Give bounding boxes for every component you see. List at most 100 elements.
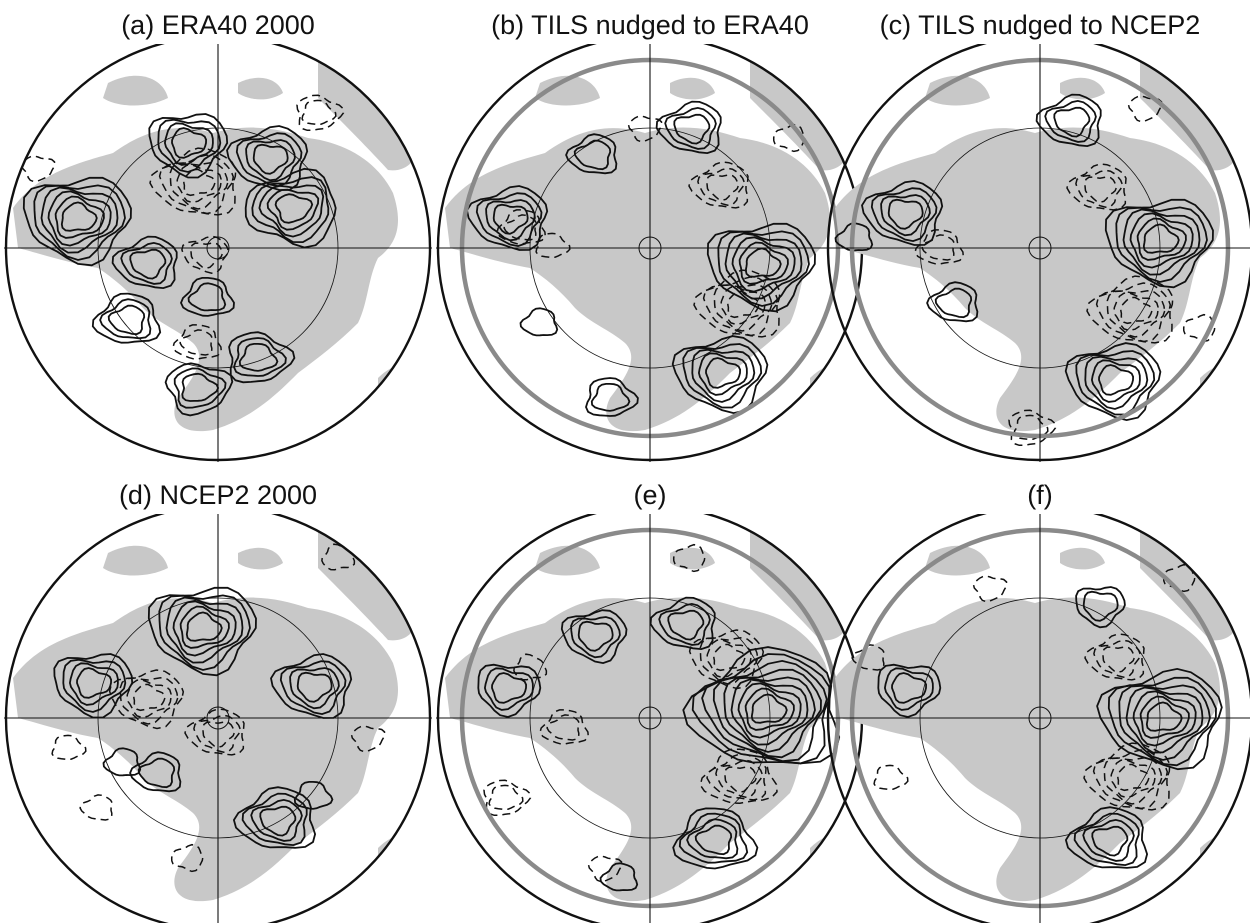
polar-map: [436, 514, 864, 923]
positive-contour: [691, 348, 756, 403]
positive-contour: [293, 781, 334, 810]
negative-contour: [720, 286, 766, 326]
pole-circle: [206, 706, 230, 730]
negative-contour: [1083, 742, 1171, 811]
negative-contour: [190, 242, 223, 269]
positive-contour: [744, 687, 795, 731]
map-boundary: [826, 514, 1250, 923]
positive-contour: [266, 188, 320, 231]
positive-contour: [861, 180, 944, 246]
positive-contour: [1044, 99, 1097, 143]
positive-contour: [238, 343, 279, 372]
negative-contour: [1103, 757, 1163, 805]
positive-contour: [274, 193, 314, 224]
negative-contour: [546, 714, 580, 741]
map-body: [826, 514, 1250, 923]
negative-contour: [1182, 313, 1216, 343]
positive-contour: [22, 176, 132, 267]
negative-contour: [688, 629, 765, 690]
positive-contour: [678, 812, 749, 864]
positive-contour: [147, 586, 257, 677]
negative-contour: [51, 734, 87, 761]
positive-contour: [492, 203, 529, 235]
positive-contour: [1064, 342, 1162, 422]
positive-contour: [1084, 355, 1149, 410]
map-boundary: [4, 44, 432, 462]
negative-contour: [1110, 759, 1156, 799]
negative-contour: [1075, 169, 1123, 208]
negative-contour: [873, 764, 909, 791]
positive-contour: [102, 747, 142, 777]
positive-contour: [1129, 212, 1194, 269]
negative-contour: [1092, 749, 1169, 810]
panel-b: (b) TILS nudged to ERA40: [436, 10, 864, 462]
positive-contour: [717, 230, 810, 307]
positive-contour: [245, 139, 296, 182]
negative-contour: [693, 269, 781, 338]
positive-contour: [667, 609, 705, 641]
positive-contour: [570, 616, 621, 659]
contour-lines: [477, 543, 841, 892]
map-body: [4, 514, 432, 923]
positive-contour: [33, 184, 126, 261]
negative-contour: [172, 324, 223, 360]
positive-contour: [289, 667, 340, 710]
positive-contour: [1091, 825, 1129, 857]
positive-contour: [47, 190, 112, 247]
positive-contour: [649, 596, 716, 651]
negative-contour: [193, 714, 241, 753]
positive-contour: [1122, 208, 1201, 276]
positive-contour: [712, 668, 822, 759]
positive-contour: [573, 139, 612, 171]
positive-contour: [1104, 198, 1214, 289]
map-body: [436, 44, 864, 462]
positive-contour: [738, 241, 789, 285]
panel-f: (f): [826, 480, 1250, 923]
positive-contour: [1082, 818, 1135, 862]
pole-circle: [638, 236, 662, 260]
negative-contour: [1119, 296, 1153, 325]
negative-contour: [79, 794, 113, 821]
positive-contour: [599, 862, 639, 892]
positive-contour: [1115, 206, 1208, 283]
positive-contour: [173, 367, 227, 409]
positive-contour: [672, 807, 759, 870]
map-boundary: [826, 44, 1250, 462]
positive-contour: [483, 667, 534, 711]
negative-contour: [706, 174, 739, 201]
negative-contour: [483, 779, 532, 817]
positive-contour: [91, 292, 162, 344]
contour-lines: [834, 93, 1216, 447]
negative-contour: [702, 276, 779, 337]
positive-contour: [1064, 806, 1149, 869]
positive-contour: [877, 663, 942, 718]
positive-contour: [750, 693, 788, 724]
negative-contour: [184, 708, 245, 756]
negative-contour: [132, 683, 166, 712]
negative-contour: [1066, 163, 1127, 211]
negative-contour: [119, 677, 179, 725]
negative-contour: [699, 748, 778, 804]
negative-contour: [496, 209, 547, 245]
negative-contour: [713, 284, 773, 332]
positive-contour: [870, 187, 938, 243]
positive-contour: [180, 277, 235, 317]
negative-contour: [1093, 639, 1141, 678]
positive-contour: [934, 287, 973, 319]
pole-circle: [1028, 706, 1052, 730]
positive-contour: [664, 106, 717, 150]
positive-contour: [697, 352, 748, 396]
positive-contour: [233, 337, 287, 377]
positive-contour: [53, 653, 134, 719]
negative-contour: [697, 167, 745, 206]
negative-contour: [712, 643, 746, 672]
positive-contour: [68, 662, 119, 706]
positive-contour: [164, 362, 234, 417]
negative-contour: [1086, 275, 1174, 344]
positive-contour: [165, 596, 244, 664]
positive-contour: [686, 818, 739, 860]
positive-contour: [1035, 93, 1102, 148]
polar-map: [4, 514, 432, 923]
pole-circle: [206, 236, 230, 260]
panel-title: (b) TILS nudged to ERA40: [491, 10, 809, 40]
